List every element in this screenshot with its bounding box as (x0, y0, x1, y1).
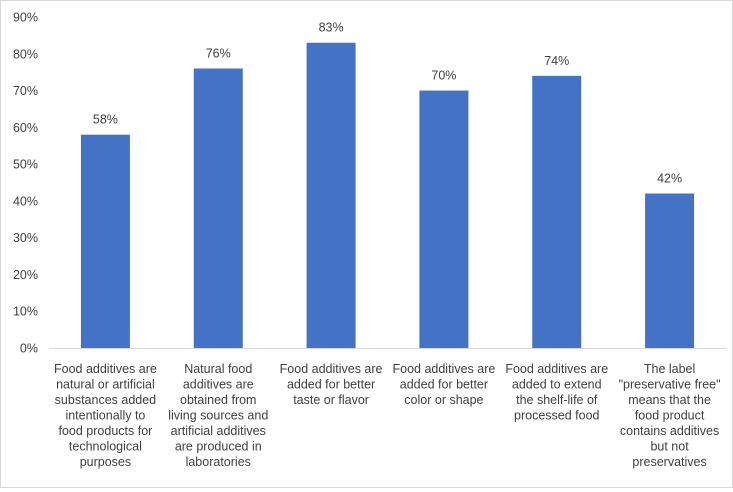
x-tick-label-line: processed food (514, 409, 600, 423)
x-tick-label-line: obtained from (180, 393, 256, 407)
x-tick-label-line: preservatives (632, 455, 706, 469)
x-tick-label-line: additives are (183, 378, 254, 392)
x-tick-label-line: Food additives are (392, 362, 495, 376)
data-label: 83% (319, 21, 344, 35)
bar (645, 193, 695, 348)
data-label: 76% (206, 46, 231, 60)
bars (80, 42, 695, 349)
bar (532, 75, 582, 348)
y-tick-label: 60% (13, 121, 38, 135)
y-axis: 0% 10% 20% 30% 40% 50% 60% 70% 80% 90% (13, 11, 38, 356)
x-tick-label-line: artificial additives (171, 424, 266, 438)
x-tick-label-line: natural or artificial (56, 378, 155, 392)
x-tick-label: Food additives are added for bettertaste … (280, 362, 383, 407)
data-label: 74% (544, 54, 569, 68)
x-tick-label-line: Food additives are (54, 362, 157, 376)
x-tick-label-line: technological (69, 440, 142, 454)
data-label: 70% (431, 69, 456, 83)
x-tick-label-line: the shelf-life of (516, 393, 598, 407)
data-label: 42% (657, 172, 682, 186)
x-tick-label-line: Food additives are (280, 362, 383, 376)
x-tick-label-line: laboratories (186, 455, 251, 469)
x-axis-labels: Food additives are natural or artificials… (54, 362, 721, 469)
y-tick-label: 50% (13, 158, 38, 172)
x-tick-label-line: intentionally to (65, 409, 145, 423)
x-tick-label-line: food products for (59, 424, 153, 438)
y-tick-label: 0% (20, 342, 38, 356)
x-tick-label-line: added for better (400, 378, 488, 392)
x-tick-label-line: substances added (55, 393, 157, 407)
x-tick-label-line: food product (635, 409, 705, 423)
y-tick-label: 40% (13, 194, 38, 208)
bar (306, 42, 356, 348)
bar (193, 68, 243, 348)
x-tick-label-line: purposes (80, 455, 131, 469)
x-tick-label-line: taste or flavor (293, 393, 369, 407)
y-tick-label: 30% (13, 231, 38, 245)
x-tick-label-line: living sources and (168, 409, 268, 423)
data-label: 58% (93, 113, 118, 127)
x-tick-label-line: are produced in (175, 440, 262, 454)
x-tick-label-line: contains additives (620, 424, 719, 438)
y-tick-label: 10% (13, 305, 38, 319)
x-tick-label: The label "preservative free"means that t… (619, 362, 721, 469)
x-tick-label-line: Natural food (184, 362, 252, 376)
x-tick-label: Food additives are added for bettercolor … (392, 362, 495, 407)
x-tick-label-line: added for better (287, 378, 375, 392)
y-tick-label: 70% (13, 84, 38, 98)
y-tick-label: 90% (13, 11, 38, 25)
x-tick-label-line: added to extend (512, 378, 602, 392)
y-tick-label: 80% (13, 47, 38, 61)
y-tick-label: 20% (13, 268, 38, 282)
x-tick-label-line: color or shape (404, 393, 483, 407)
x-tick-label-line: but not (650, 440, 689, 454)
bar (419, 90, 469, 349)
x-tick-label-line: The label (644, 362, 695, 376)
x-tick-label-line: means that the (628, 393, 711, 407)
x-tick-label-line: Food additives are (505, 362, 608, 376)
x-tick-label-line: "preservative free" (619, 378, 721, 392)
x-tick-label: Food additives are natural or artificials… (54, 362, 157, 469)
bar (80, 134, 130, 348)
data-labels: 58% 76% 83% 70% 74% 42% (93, 21, 682, 186)
